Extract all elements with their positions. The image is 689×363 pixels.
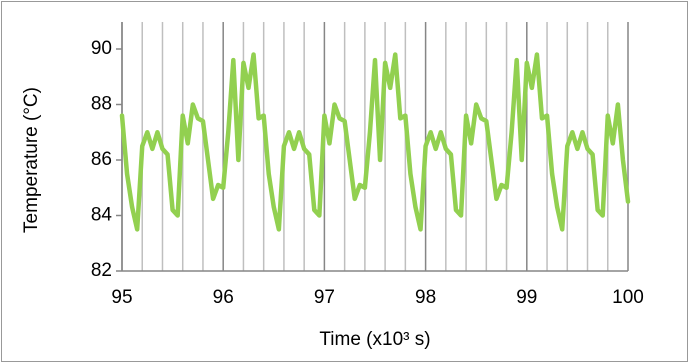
x-axis-label: Time (x10³ s) <box>319 329 430 350</box>
y-tick-label: 88 <box>91 94 112 115</box>
x-tick-label: 95 <box>111 287 132 308</box>
y-tick-label: 86 <box>91 149 112 170</box>
y-axis-label: Temperature (°C) <box>21 87 42 233</box>
x-tick-label: 100 <box>612 287 644 308</box>
x-tick-label: 96 <box>213 287 234 308</box>
y-tick-label: 82 <box>91 260 112 281</box>
y-tick-label: 90 <box>91 38 112 59</box>
x-tick-label: 98 <box>415 287 436 308</box>
data-line <box>119 52 631 232</box>
y-tick-label: 84 <box>91 205 113 226</box>
x-tick-label: 97 <box>314 287 335 308</box>
x-tick-label: 99 <box>516 287 537 308</box>
